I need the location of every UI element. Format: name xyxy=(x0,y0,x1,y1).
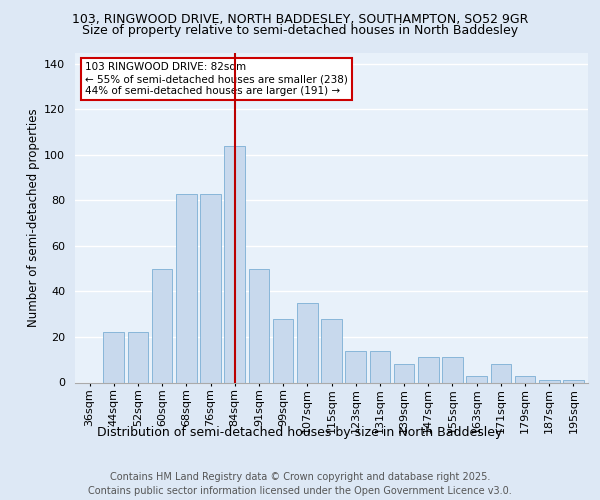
Bar xyxy=(563,380,584,382)
Bar xyxy=(321,319,342,382)
Bar xyxy=(418,358,439,382)
Bar xyxy=(200,194,221,382)
Bar xyxy=(466,376,487,382)
Bar xyxy=(539,380,560,382)
Bar xyxy=(491,364,511,382)
Text: 103, RINGWOOD DRIVE, NORTH BADDESLEY, SOUTHAMPTON, SO52 9GR: 103, RINGWOOD DRIVE, NORTH BADDESLEY, SO… xyxy=(72,12,528,26)
Bar xyxy=(394,364,415,382)
Bar xyxy=(273,319,293,382)
Bar xyxy=(224,146,245,382)
Bar xyxy=(370,350,390,382)
Text: Contains HM Land Registry data © Crown copyright and database right 2025.
Contai: Contains HM Land Registry data © Crown c… xyxy=(88,472,512,496)
Text: Distribution of semi-detached houses by size in North Baddesley: Distribution of semi-detached houses by … xyxy=(97,426,503,439)
Bar xyxy=(176,194,197,382)
Bar xyxy=(248,268,269,382)
Bar xyxy=(297,303,317,382)
Text: Size of property relative to semi-detached houses in North Baddesley: Size of property relative to semi-detach… xyxy=(82,24,518,37)
Y-axis label: Number of semi-detached properties: Number of semi-detached properties xyxy=(27,108,40,327)
Bar xyxy=(515,376,535,382)
Bar xyxy=(442,358,463,382)
Bar xyxy=(346,350,366,382)
Bar xyxy=(128,332,148,382)
Bar xyxy=(152,268,172,382)
Bar xyxy=(103,332,124,382)
Text: 103 RINGWOOD DRIVE: 82sqm
← 55% of semi-detached houses are smaller (238)
44% of: 103 RINGWOOD DRIVE: 82sqm ← 55% of semi-… xyxy=(85,62,348,96)
